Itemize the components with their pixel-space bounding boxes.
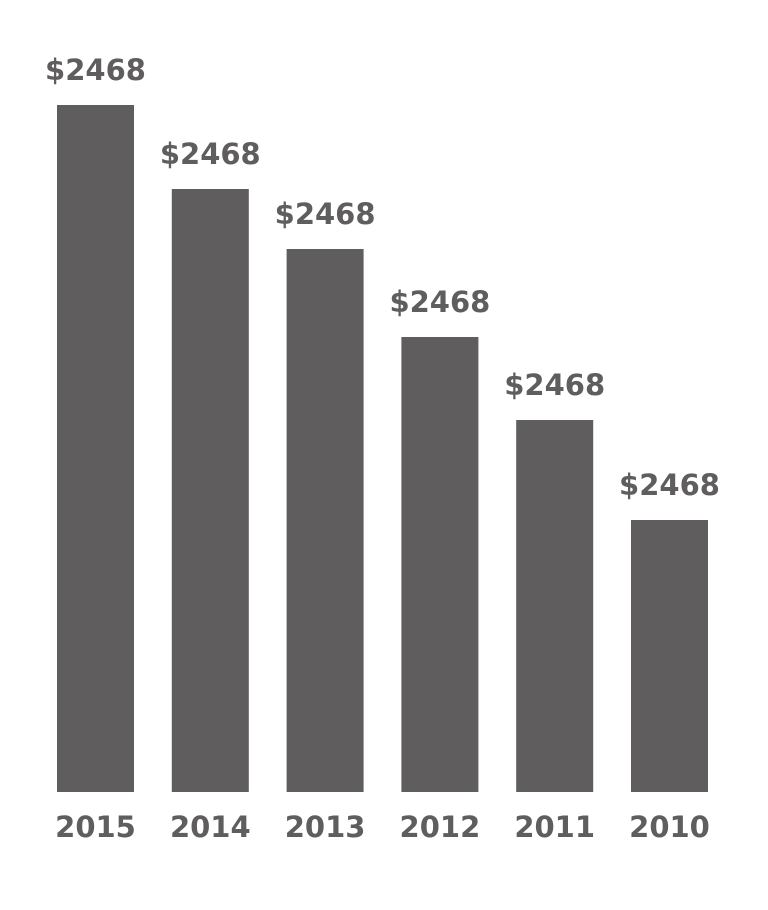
bar [171,189,249,792]
bar-label: $2468 [619,468,720,502]
bar-label: $2468 [504,368,605,402]
x-tick-label: 2010 [629,810,710,844]
bar [57,105,134,792]
bar [631,520,708,792]
bar-label: $2468 [45,53,146,87]
x-tick-label: 2014 [170,810,251,844]
x-tick-label: 2013 [285,810,366,844]
bar-label: $2468 [160,137,261,171]
bar [401,337,479,792]
x-tick-label: 2011 [514,810,595,844]
bar-label: $2468 [389,285,490,319]
bar [286,249,364,792]
x-tick-label: 2012 [400,810,481,844]
bar [516,420,594,792]
bar-label: $2468 [275,197,376,231]
x-tick-label: 2015 [55,810,136,844]
